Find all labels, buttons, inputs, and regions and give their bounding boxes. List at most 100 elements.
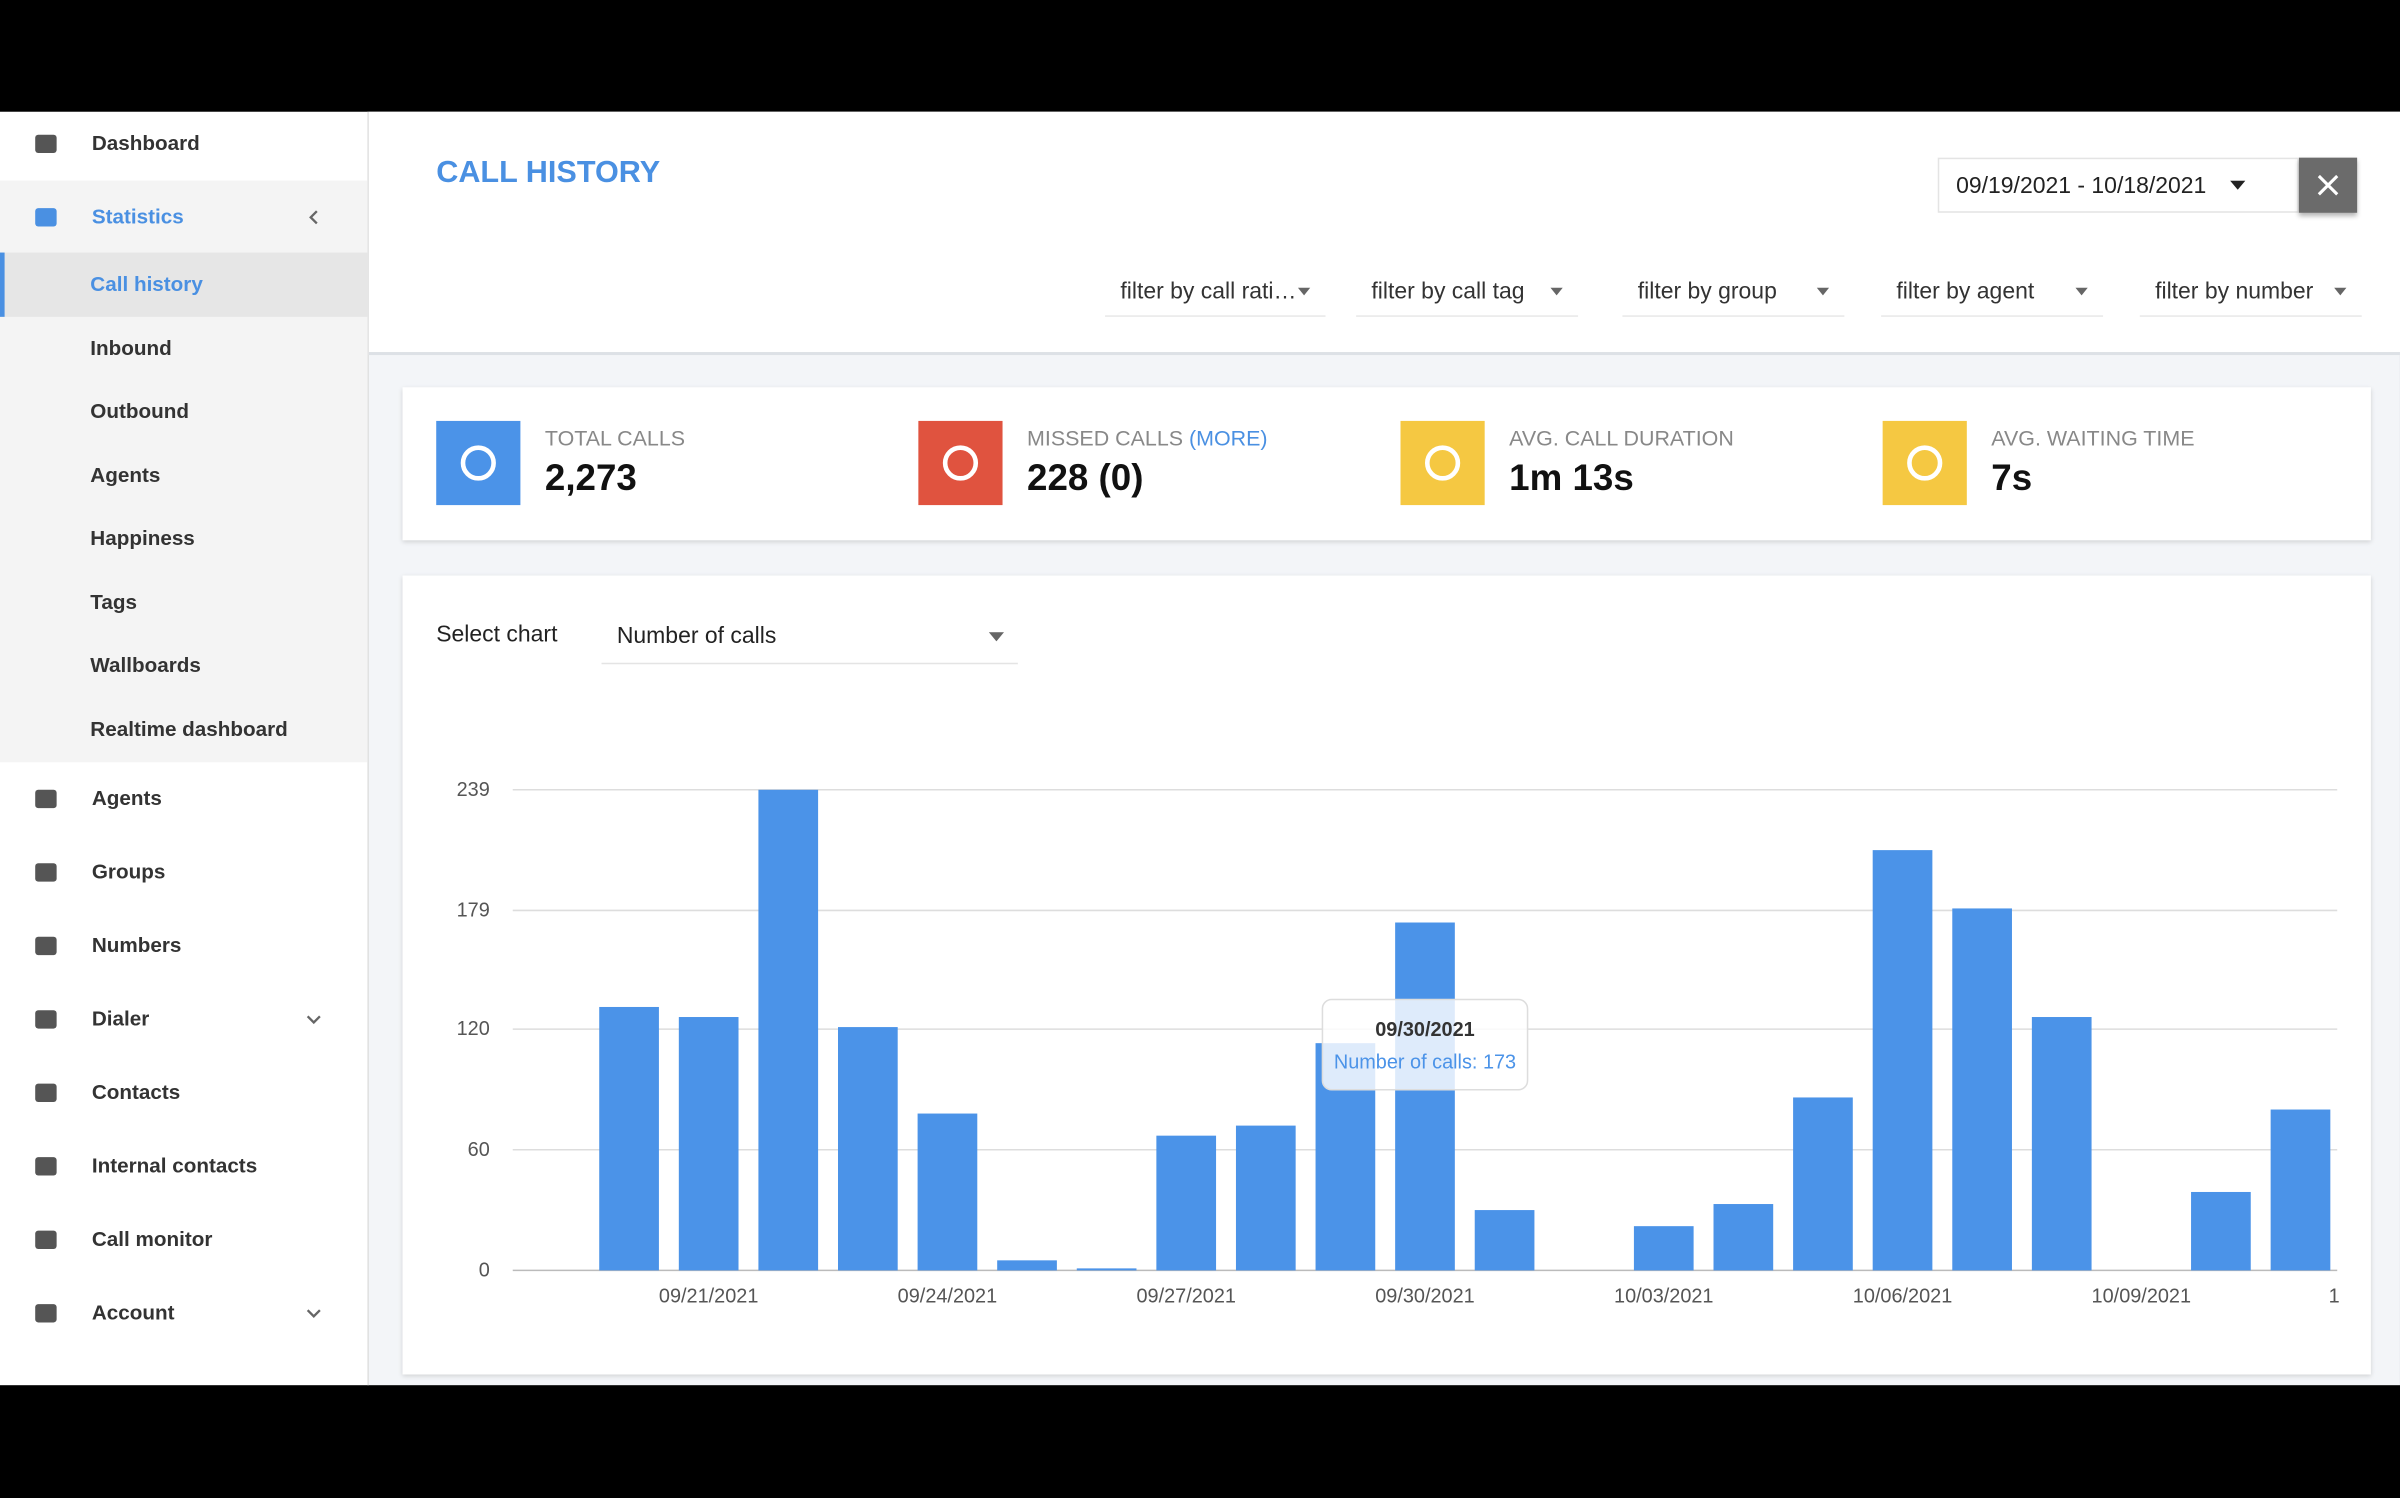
stat-value: 7s — [1991, 457, 2033, 499]
nav-icon — [35, 134, 57, 154]
nav-sublabel: Call history — [90, 272, 203, 296]
nav-label: Internal contacts — [91, 1154, 258, 1178]
stat-icon — [1882, 420, 1967, 506]
filter[interactable]: filter by agent — [1881, 264, 2104, 317]
nav-subitem[interactable]: Outbound — [0, 380, 367, 444]
bar — [838, 1027, 898, 1271]
tooltip-box — [1321, 998, 1529, 1091]
stat-glyph — [942, 445, 979, 481]
nav-label: Contacts — [91, 1080, 181, 1104]
nav-subitem[interactable]: Wallboards — [0, 634, 367, 698]
nav-icon-shape — [35, 936, 57, 956]
nav-sublabel: Inbound — [90, 335, 172, 359]
nav-icon — [35, 1083, 57, 1103]
nav-icon — [35, 789, 57, 809]
nav-icon-shape — [35, 1304, 57, 1323]
nav-label: Dialer — [91, 1007, 150, 1031]
glyph — [460, 445, 496, 481]
nav-item[interactable]: Groups — [0, 854, 367, 891]
nav-subitem[interactable]: Tags — [0, 570, 367, 634]
nav-label: Agents — [91, 786, 162, 810]
close-button[interactable] — [2298, 157, 2358, 213]
header — [368, 111, 2400, 356]
chart: 0 60 120 179 239 09/21/2021 09/24/2021 09/27/20… — [457, 779, 2340, 1308]
nav-icon — [35, 208, 57, 227]
bar — [1952, 908, 2012, 1271]
nav-subitem[interactable]: Call history — [0, 252, 368, 317]
nav-item[interactable]: Call monitor — [0, 1221, 367, 1258]
nav-item[interactable]: Contacts — [0, 1074, 367, 1111]
select-label: Select chart — [436, 621, 558, 648]
x-tick-label: 09/27/2021 — [1136, 1286, 1235, 1308]
nav-icon — [35, 1230, 57, 1249]
stat-icon — [918, 420, 1003, 506]
x-tick-label: 09/21/2021 — [659, 1286, 758, 1308]
bar — [1872, 850, 1933, 1271]
nav-subitem[interactable]: Inbound — [0, 316, 367, 380]
nav-icon — [35, 1304, 57, 1323]
chevron — [309, 210, 318, 225]
nav-item[interactable]: Dialer — [0, 1001, 367, 1038]
nav-subitem[interactable]: Agents — [0, 443, 367, 507]
stat-label: MISSED CALLS (MORE) — [1027, 426, 1268, 450]
y-tick-label: 239 — [457, 779, 490, 801]
bar — [917, 1113, 978, 1271]
nav-subitem[interactable]: Happiness — [0, 507, 367, 571]
nav-item[interactable]: Dashboard — [0, 126, 367, 163]
stat-value: 228 (0) — [1027, 457, 1144, 499]
stat-label-text: AVG. WAITING TIME — [1991, 425, 2195, 450]
x-tick-label: 10/06/2021 — [1853, 1286, 1952, 1308]
nav-item[interactable]: Account — [0, 1295, 367, 1332]
bar — [1156, 1135, 1217, 1271]
nav-icon-shape — [35, 1157, 57, 1176]
chevron — [306, 1309, 321, 1318]
nav-chevron — [306, 1309, 321, 1318]
bar — [2191, 1191, 2251, 1271]
bar — [678, 1017, 739, 1271]
stat-glyph — [1424, 445, 1461, 481]
nav-sublabel: Realtime dashboard — [90, 717, 288, 741]
filter[interactable]: filter by call tag — [1356, 264, 1579, 317]
bar — [1474, 1210, 1535, 1271]
stats-card: TOTAL CALLS 2,273 MISSED CALLS (MORE) 228 (… — [402, 387, 2371, 541]
nav-item[interactable]: Numbers — [0, 928, 367, 965]
nav-subitem[interactable]: Realtime dashboard — [0, 697, 367, 761]
glyph — [1424, 445, 1461, 481]
nav-item[interactable]: Statistics — [0, 199, 367, 236]
nav-item[interactable]: Agents — [0, 781, 367, 818]
stat-icon — [436, 420, 521, 506]
select-caret — [988, 632, 1005, 642]
bar — [2270, 1109, 2331, 1271]
bar — [599, 1006, 659, 1271]
stat-glyph — [1907, 445, 1943, 481]
stat-value: 2,273 — [544, 457, 637, 499]
tooltip-title: 09/30/2021 — [1375, 1019, 1474, 1041]
filter[interactable]: filter by group — [1622, 264, 1845, 317]
chart-select-value: Number of calls — [616, 622, 777, 649]
nav-icon — [35, 1010, 57, 1029]
filter[interactable]: filter by number — [2139, 264, 2362, 317]
x-tick-label: 10/03/2021 — [1614, 1286, 1713, 1308]
stat-label: TOTAL CALLS — [545, 426, 685, 450]
chart-select[interactable]: Number of calls — [601, 609, 1018, 665]
nav-item[interactable]: Internal contacts — [0, 1148, 367, 1185]
stat-label: AVG. WAITING TIME — [1991, 426, 2194, 450]
bar — [1395, 922, 1455, 1271]
stat-label-text: MISSED CALLS — [1027, 425, 1184, 450]
nav-label: Account — [91, 1301, 175, 1324]
y-tick-label: 120 — [457, 1018, 490, 1040]
filter[interactable]: filter by call rati… — [1105, 264, 1326, 317]
close-icon — [2317, 174, 2339, 196]
stat-link[interactable]: (MORE) — [1189, 425, 1268, 450]
nav-label: Dashboard — [91, 131, 200, 155]
nav-icon-shape — [35, 863, 57, 882]
nav-sublabel: Agents — [90, 463, 161, 486]
stat-value: 1m 13s — [1509, 457, 1634, 499]
nav-label: Call monitor — [91, 1227, 213, 1251]
nav-chevron — [306, 1015, 321, 1025]
bar — [997, 1260, 1057, 1271]
bar — [1633, 1226, 1694, 1271]
glyph — [1907, 445, 1943, 481]
nav-sublabel: Tags — [90, 590, 138, 614]
